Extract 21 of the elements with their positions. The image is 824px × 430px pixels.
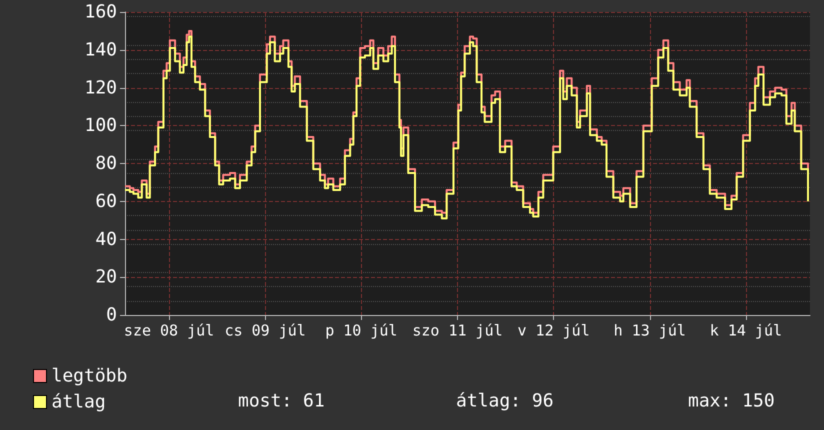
y-tick-label: 40 bbox=[95, 228, 117, 250]
y-tick-label: 100 bbox=[84, 115, 117, 136]
y-tick-label: 140 bbox=[84, 39, 117, 60]
legend-label: átlag bbox=[52, 392, 106, 412]
y-tick-label: 20 bbox=[95, 266, 117, 288]
y-tick-label: 60 bbox=[95, 190, 117, 212]
x-tick-label: v 12 júl bbox=[518, 322, 590, 340]
x-tick-label: cs 09 júl bbox=[224, 322, 306, 340]
x-tick-label: sze 08 júl bbox=[124, 322, 214, 340]
text: max: 150 bbox=[688, 390, 775, 412]
text: most: 61 bbox=[238, 390, 325, 412]
y-tick-label: 80 bbox=[95, 153, 117, 174]
legend-label: legtöbb bbox=[52, 366, 128, 386]
x-tick-label: k 14 júl bbox=[710, 322, 782, 340]
x-tick-label: h 13 júl bbox=[614, 322, 686, 340]
y-tick-label: 120 bbox=[84, 77, 117, 98]
text: átlag: 96 bbox=[456, 390, 554, 412]
y-tick-label: 160 bbox=[84, 2, 117, 22]
x-tick-label: szo 11 júl bbox=[412, 322, 503, 340]
y-tick-label: 0 bbox=[106, 304, 117, 326]
x-tick-label: p 10 júl bbox=[325, 322, 398, 340]
